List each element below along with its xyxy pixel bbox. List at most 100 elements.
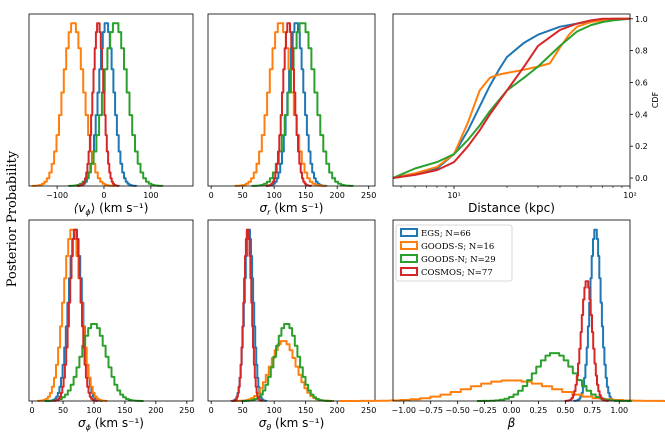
xtick-label-sigphi-4: 200	[148, 406, 163, 415]
legend-entry-egs: EGS; N=66	[400, 228, 471, 239]
xtick-label-sigtheta-2: 100	[267, 406, 282, 415]
series-goods-n-cdf	[392, 17, 631, 179]
xlabel-units-sigr: (km s⁻¹)	[270, 201, 323, 215]
legend-swatch-goods-s	[400, 241, 418, 250]
xlabel-subscript-sigphi: ϕ	[86, 423, 92, 432]
legend-frame	[395, 224, 513, 282]
xlabel-sigphi: σϕ (km s⁻¹)	[78, 416, 144, 432]
series-goods-n-sigtheta	[241, 323, 333, 402]
series-goods-n-sigphi	[44, 323, 144, 402]
xtick-label-vphi-2: 100	[143, 191, 158, 200]
xtick-label-beta-7: 0.75	[583, 406, 601, 415]
ylabel-cdf: CDF	[651, 91, 660, 108]
series-goods-s-sigr	[234, 22, 327, 187]
axes-frame-sigtheta	[207, 219, 376, 402]
xtick-label-beta-2: −0.50	[445, 406, 470, 415]
ytick-label-cdf-4: 0.8	[635, 47, 648, 56]
legend-entry-cosmos: COSMOS; N=77	[400, 267, 493, 278]
series-egs-beta	[573, 228, 619, 402]
ytick-label-cdf-1: 0.2	[635, 142, 648, 151]
xtick-label-sigr-2: 100	[267, 191, 282, 200]
panel-vphi: −100 0 100⟨vϕ⟩ (km s⁻¹)	[28, 13, 194, 217]
panel-beta: −1.00 −0.75 −0.50 −0.25 0.00 0.25 0.50 0.75 1.00…	[339, 219, 665, 430]
xlabel-symbol-vphi: ⟨v	[74, 201, 87, 215]
series-goods-s-sigphi	[36, 228, 108, 402]
legend-label-cosmos: COSMOS; N=77	[421, 268, 493, 278]
xlabel-units-vphi: ⟩ (km s⁻¹)	[91, 201, 149, 215]
xtick-label-beta-3: −0.25	[472, 406, 497, 415]
series-goods-s-vphi	[31, 22, 116, 187]
xtick-label-sigr-4: 200	[330, 191, 345, 200]
xlabel-symbol-sigr: σ	[260, 201, 268, 215]
xlabel-cdf: Distance (kpc)	[468, 201, 555, 215]
xlabel-subscript-vphi: ϕ	[85, 208, 91, 217]
ytick-label-cdf-2: 0.4	[635, 110, 648, 119]
xtick-label-beta-4: 0.00	[503, 406, 521, 415]
series-goods-s-beta	[339, 379, 665, 402]
legend: EGS; N=66 GOODS-S; N=16 GOODS-N; N=29 CO…	[395, 224, 513, 282]
legend-entry-goods-n: GOODS-N; N=29	[400, 254, 496, 265]
xtick-label-sigphi-5: 250	[179, 406, 194, 415]
xtick-label-beta-8: 1.00	[610, 406, 628, 415]
xtick-label-sigr-3: 150	[298, 191, 313, 200]
series-goods-n-sigr	[251, 22, 354, 187]
axes-frame-cdf	[392, 13, 631, 187]
xtick-label-sigr-0: 0	[209, 191, 214, 200]
axes-frame-sigr	[207, 13, 376, 187]
series-goods-n-beta	[477, 352, 633, 402]
series-goods-s-cdf	[392, 17, 630, 179]
legend-swatch-cosmos	[400, 267, 418, 276]
xlabel-units-sigtheta: (km s⁻¹)	[271, 416, 324, 430]
series-goods-s-sigtheta	[233, 340, 334, 402]
xtick-label-beta-5: 0.25	[530, 406, 548, 415]
xtick-label-sigr-5: 250	[361, 191, 376, 200]
xtick-label-sigr-1: 50	[238, 191, 248, 200]
ytick-label-cdf-5: 1.0	[635, 15, 648, 24]
xtick-label-cdf-0: 10¹	[447, 191, 460, 200]
legend-swatch-egs	[400, 228, 418, 237]
legend-label-egs: EGS; N=66	[421, 229, 471, 239]
xtick-label-sigtheta-5: 250	[361, 406, 376, 415]
xtick-label-sigtheta-4: 200	[330, 406, 345, 415]
legend-swatch-goods-n	[400, 254, 418, 263]
series-cosmos-cdf	[392, 17, 630, 179]
legend-label-goods-n: GOODS-N; N=29	[421, 255, 496, 265]
series-cosmos-beta	[564, 280, 610, 402]
ytick-label-cdf-3: 0.6	[635, 78, 648, 87]
xtick-label-sigphi-1: 50	[58, 406, 68, 415]
xlabel-symbol-sigphi: σ	[78, 416, 86, 430]
xtick-label-vphi-1: 0	[101, 191, 106, 200]
series-cosmos-sigr	[265, 22, 313, 187]
series-egs-cdf	[392, 17, 630, 179]
xlabel-symbol-sigtheta: σ	[259, 416, 267, 430]
xtick-label-beta-1: −0.75	[418, 406, 443, 415]
panel-sigphi: 0 50 100 150 200 250 σϕ (km s⁻¹)	[28, 219, 194, 432]
panel-sigr: 0 50 100 150 200 250 σr (km s⁻¹)	[207, 13, 376, 217]
xtick-label-sigtheta-3: 150	[298, 406, 313, 415]
xlabel-units-sigphi: (km s⁻¹)	[91, 416, 144, 430]
xtick-label-beta-0: −1.00	[392, 406, 417, 415]
axes-frame-vphi	[28, 13, 194, 187]
xlabel-beta: β	[507, 416, 516, 430]
series-egs-sigr	[265, 22, 328, 187]
xtick-label-sigphi-0: 0	[30, 406, 35, 415]
xlabel-subscript-sigtheta: θ	[266, 423, 271, 432]
xtick-label-vphi-0: −100	[46, 191, 68, 200]
figure-ylabel: Posterior Probability	[5, 150, 20, 287]
legend-label-goods-s: GOODS-S; N=16	[421, 242, 494, 252]
xlabel-vphi: ⟨vϕ⟩ (km s⁻¹)	[74, 201, 149, 217]
xlabel-subscript-sigr: r	[267, 208, 271, 217]
xlabel-sigtheta: σθ (km s⁻¹)	[259, 416, 325, 432]
series-cosmos-sigtheta	[231, 228, 264, 402]
ytick-label-cdf-0: 0.0	[635, 174, 648, 183]
panel-sigtheta: 0 50 100 150 200 250 σθ (km s⁻¹)	[207, 219, 376, 432]
series-cosmos-vphi	[76, 22, 120, 187]
xtick-label-sigphi-3: 150	[117, 406, 132, 415]
series-cosmos-sigphi	[52, 228, 99, 402]
xlabel-sigr: σr (km s⁻¹)	[260, 201, 324, 217]
xtick-label-cdf-1: 10²	[623, 191, 636, 200]
legend-entry-goods-s: GOODS-S; N=16	[400, 241, 494, 252]
xtick-label-sigphi-2: 100	[86, 406, 101, 415]
xtick-label-beta-6: 0.50	[556, 406, 574, 415]
